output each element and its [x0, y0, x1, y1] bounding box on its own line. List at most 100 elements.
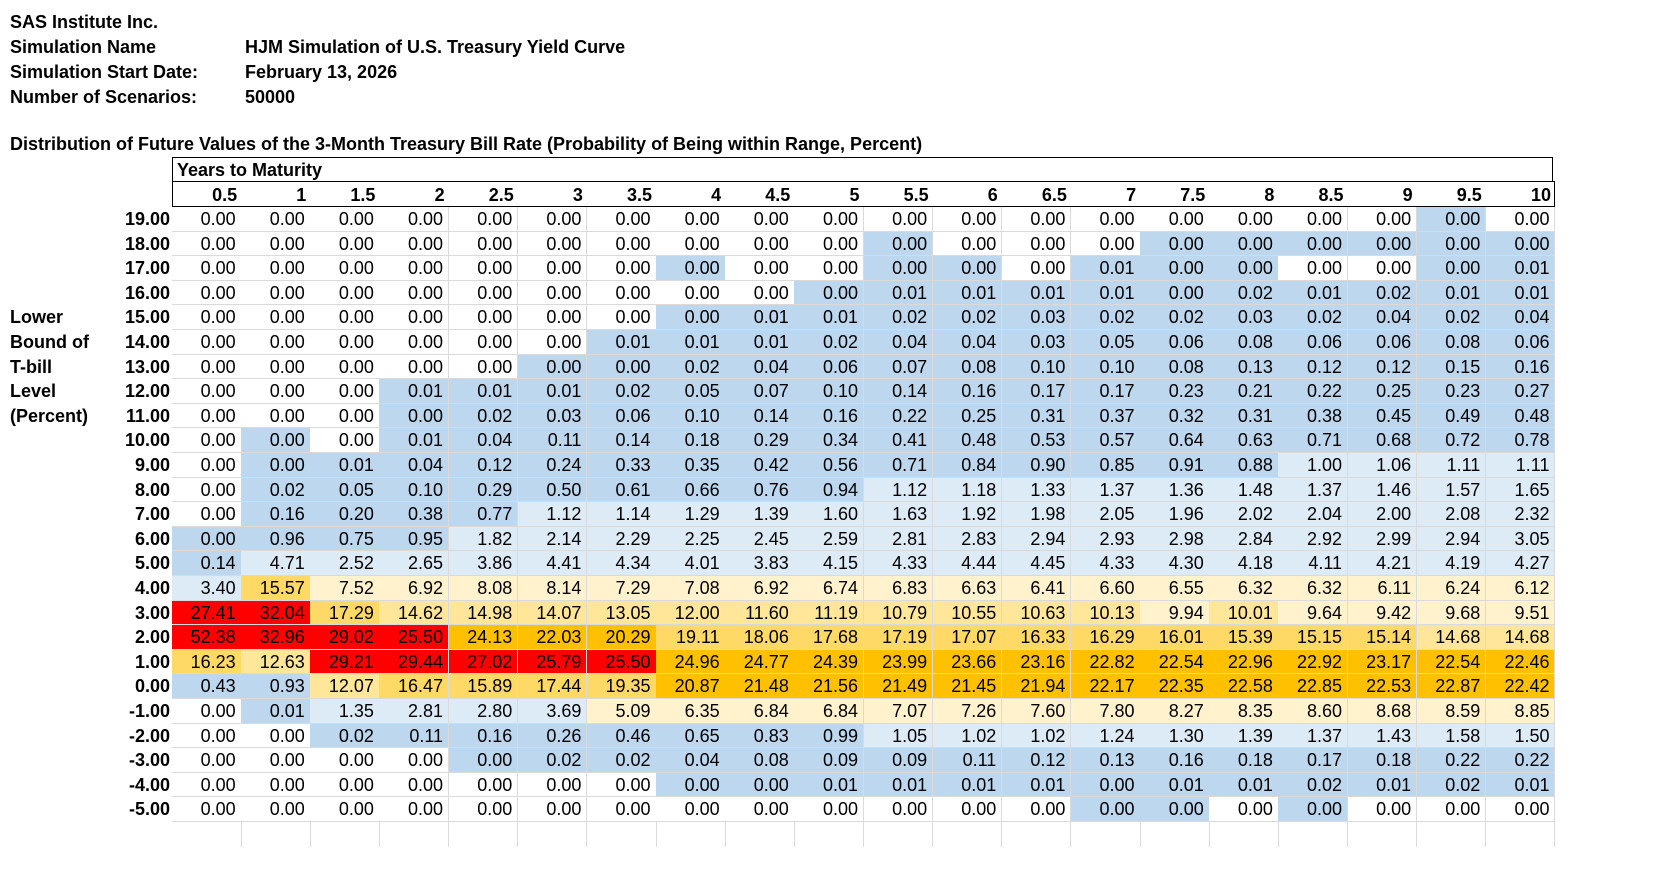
- table-cell[interactable]: 19.11: [656, 625, 726, 650]
- empty-cell[interactable]: [1209, 822, 1279, 847]
- table-cell[interactable]: 0.10: [794, 379, 864, 404]
- table-cell[interactable]: 0.02: [1347, 280, 1418, 306]
- table-cell[interactable]: 1.37: [1278, 723, 1349, 749]
- table-cell[interactable]: 0.20: [310, 502, 380, 527]
- table-cell[interactable]: 0.31: [1209, 403, 1279, 429]
- table-cell[interactable]: 14.68: [1485, 625, 1556, 650]
- table-cell[interactable]: 0.63: [1209, 428, 1279, 453]
- table-cell[interactable]: 22.03: [517, 625, 588, 650]
- table-cell[interactable]: 0.71: [863, 453, 934, 478]
- table-cell[interactable]: 0.23: [1140, 379, 1210, 404]
- table-cell[interactable]: 10.13: [1070, 600, 1141, 626]
- table-cell[interactable]: 0.00: [1140, 256, 1210, 281]
- table-cell[interactable]: 0.02: [586, 748, 657, 773]
- table-cell[interactable]: 0.02: [656, 354, 726, 380]
- table-cell[interactable]: 0.00: [241, 256, 311, 281]
- table-cell[interactable]: 17.07: [932, 625, 1003, 650]
- table-cell[interactable]: 0.03: [517, 403, 588, 429]
- table-cell[interactable]: 8.68: [1347, 699, 1418, 724]
- empty-cell[interactable]: [725, 822, 795, 847]
- table-cell[interactable]: 52.38: [172, 625, 242, 650]
- table-cell[interactable]: 0.01: [1209, 772, 1279, 798]
- table-cell[interactable]: 2.94: [1001, 526, 1072, 552]
- table-cell[interactable]: 0.00: [379, 330, 450, 355]
- table-cell[interactable]: 0.29: [725, 428, 795, 453]
- table-cell[interactable]: 0.00: [310, 379, 380, 404]
- table-cell[interactable]: 25.79: [517, 649, 588, 675]
- table-cell[interactable]: 10.79: [863, 600, 934, 626]
- table-cell[interactable]: 0.02: [310, 723, 380, 749]
- table-cell[interactable]: 4.18: [1209, 551, 1279, 576]
- table-cell[interactable]: 0.00: [794, 797, 864, 822]
- table-cell[interactable]: 0.00: [172, 772, 242, 798]
- table-cell[interactable]: 0.00: [241, 797, 311, 822]
- table-cell[interactable]: 0.00: [172, 256, 242, 281]
- table-cell[interactable]: 0.00: [448, 330, 519, 355]
- table-cell[interactable]: 0.05: [1070, 330, 1141, 355]
- table-cell[interactable]: 0.07: [725, 379, 795, 404]
- table-cell[interactable]: 0.22: [1485, 748, 1556, 773]
- table-cell[interactable]: 0.00: [241, 379, 311, 404]
- table-cell[interactable]: 0.00: [517, 305, 588, 330]
- table-cell[interactable]: 0.02: [1140, 305, 1210, 330]
- table-cell[interactable]: 0.00: [310, 231, 380, 257]
- table-cell[interactable]: 0.00: [379, 231, 450, 257]
- table-cell[interactable]: 1.14: [586, 502, 657, 527]
- table-cell[interactable]: 2.05: [1070, 502, 1141, 527]
- table-cell[interactable]: 0.00: [1209, 256, 1279, 281]
- table-cell[interactable]: 0.41: [863, 428, 934, 453]
- table-cell[interactable]: 8.14: [517, 576, 588, 601]
- table-cell[interactable]: 0.04: [863, 330, 934, 355]
- table-cell[interactable]: 0.23: [1416, 379, 1487, 404]
- table-cell[interactable]: 0.00: [310, 354, 380, 380]
- table-cell[interactable]: 0.02: [1278, 772, 1349, 798]
- table-cell[interactable]: 0.03: [1209, 305, 1279, 330]
- table-cell[interactable]: 0.34: [794, 428, 864, 453]
- empty-cell[interactable]: [587, 822, 657, 847]
- table-cell[interactable]: 0.01: [932, 772, 1003, 798]
- table-cell[interactable]: 10.55: [932, 600, 1003, 626]
- table-cell[interactable]: 0.00: [656, 280, 726, 306]
- table-cell[interactable]: 0.04: [1347, 305, 1418, 330]
- table-cell[interactable]: 0.10: [379, 477, 450, 503]
- table-cell[interactable]: 0.00: [241, 723, 311, 749]
- table-cell[interactable]: 0.01: [794, 772, 864, 798]
- table-cell[interactable]: 0.96: [241, 526, 311, 552]
- table-cell[interactable]: 0.00: [241, 354, 311, 380]
- table-cell[interactable]: 0.00: [1140, 797, 1210, 822]
- table-cell[interactable]: 6.92: [725, 576, 795, 601]
- table-cell[interactable]: 11.19: [794, 600, 864, 626]
- table-cell[interactable]: 2.83: [932, 526, 1003, 552]
- empty-cell[interactable]: [1071, 822, 1141, 847]
- table-cell[interactable]: 6.12: [1485, 576, 1556, 601]
- table-cell[interactable]: 0.00: [586, 256, 657, 281]
- table-cell[interactable]: 22.58: [1209, 674, 1279, 699]
- table-cell[interactable]: 16.01: [1140, 625, 1210, 650]
- table-cell[interactable]: 0.00: [172, 280, 242, 306]
- table-cell[interactable]: 0.00: [241, 772, 311, 798]
- table-cell[interactable]: 7.29: [586, 576, 657, 601]
- table-cell[interactable]: 7.52: [310, 576, 380, 601]
- table-cell[interactable]: 0.26: [517, 723, 588, 749]
- table-cell[interactable]: 25.50: [379, 625, 450, 650]
- table-cell[interactable]: 21.45: [932, 674, 1003, 699]
- table-cell[interactable]: 0.10: [1070, 354, 1141, 380]
- table-cell[interactable]: 0.00: [1001, 256, 1072, 281]
- table-cell[interactable]: 0.00: [172, 453, 242, 478]
- empty-cell[interactable]: [1348, 822, 1418, 847]
- table-cell[interactable]: 0.06: [794, 354, 864, 380]
- table-cell[interactable]: 0.00: [863, 797, 934, 822]
- table-cell[interactable]: 0.00: [656, 256, 726, 281]
- table-cell[interactable]: 0.01: [1140, 772, 1210, 798]
- table-cell[interactable]: 0.14: [586, 428, 657, 453]
- table-cell[interactable]: 6.41: [1001, 576, 1072, 601]
- table-cell[interactable]: 0.00: [517, 280, 588, 306]
- table-cell[interactable]: 1.12: [517, 502, 588, 527]
- table-cell[interactable]: 0.00: [241, 748, 311, 773]
- table-cell[interactable]: 0.00: [241, 305, 311, 330]
- table-cell[interactable]: 1.00: [1278, 453, 1349, 478]
- table-cell[interactable]: 0.00: [379, 748, 450, 773]
- table-cell[interactable]: 7.26: [932, 699, 1003, 724]
- table-cell[interactable]: 0.00: [379, 280, 450, 306]
- table-cell[interactable]: 0.53: [1001, 428, 1072, 453]
